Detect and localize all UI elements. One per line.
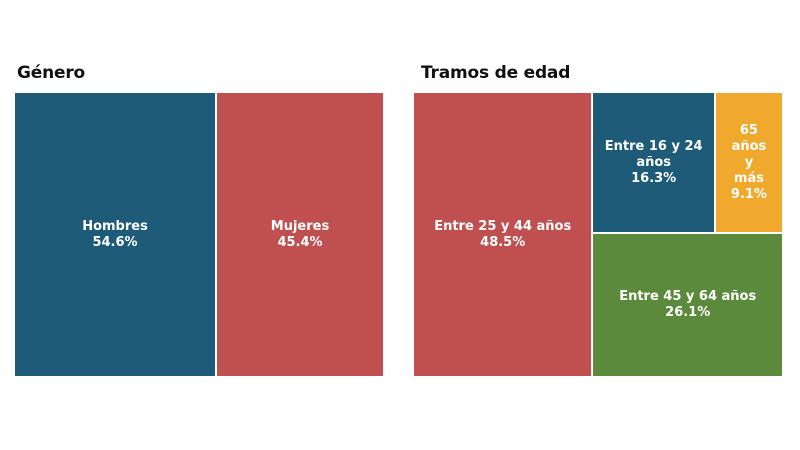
tile-label: Entre 45 y 64 años (619, 289, 757, 305)
chart-title-genero: Género (17, 63, 85, 83)
chart-title-edad: Tramos de edad (421, 63, 571, 83)
tile-hombres: Hombres 54.6% (14, 92, 217, 377)
tile-value: 26.1% (665, 305, 711, 321)
tile-value: 9.1% (730, 186, 767, 202)
tile-label: Entre 25 y 44 años (434, 218, 572, 234)
treemap-tramos-edad: Entre 25 y 44 años 48.5% Entre 16 y 24 año… (413, 92, 783, 377)
tile-value: 48.5% (480, 234, 526, 250)
tile-label: Entre 16 y 24 años (604, 138, 703, 170)
tile-mujeres: Mujeres 45.4% (216, 92, 384, 377)
tile-value: 54.6% (92, 234, 138, 250)
tile-label: Mujeres (270, 218, 330, 234)
tile-entre-25-y-44-anos: Entre 25 y 44 años 48.5% (413, 92, 593, 377)
tile-entre-16-y-24-anos: Entre 16 y 24 años 16.3% (592, 92, 715, 234)
tile-value: 45.4% (277, 234, 323, 250)
tile-label: Hombres (82, 218, 148, 234)
tile-65-anos-y-mas: 65 años y más 9.1% (714, 92, 783, 234)
treemap-genero: Hombres 54.6% Mujeres 45.4% (14, 92, 384, 377)
tile-entre-45-y-64-anos: Entre 45 y 64 años 26.1% (592, 233, 783, 377)
tile-value: 16.3% (631, 170, 677, 186)
tile-label: 65 años y más (731, 122, 767, 186)
